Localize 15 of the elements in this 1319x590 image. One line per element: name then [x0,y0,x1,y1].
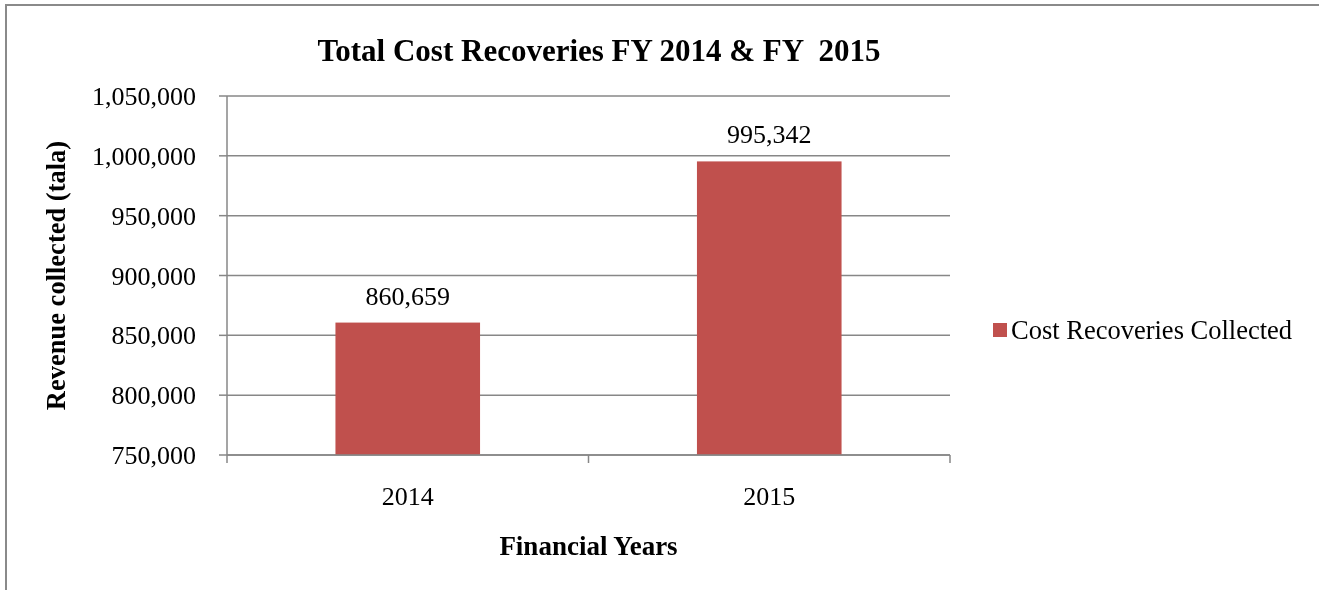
y-tick-label: 750,000 [111,441,196,471]
data-label: 995,342 [727,120,812,150]
y-tick-label: 1,000,000 [92,141,196,171]
legend-label: Cost Recoveries Collected [1011,315,1293,346]
y-tick-label: 900,000 [111,261,196,291]
y-axis-title: Revenue collected (tala) [41,140,72,411]
data-label: 860,659 [365,281,450,311]
chart-title: Total Cost Recoveries FY 2014 & FY 2015 [317,33,881,68]
y-tick-label: 950,000 [111,201,196,231]
x-tick-label: 2015 [743,482,796,511]
y-tick-label: 800,000 [111,381,196,411]
y-tick-label: 850,000 [111,321,196,351]
x-axis-title: Financial Years [499,531,678,561]
y-tick-label: 1,050,000 [92,82,196,112]
x-tick-label: 2014 [381,482,434,511]
